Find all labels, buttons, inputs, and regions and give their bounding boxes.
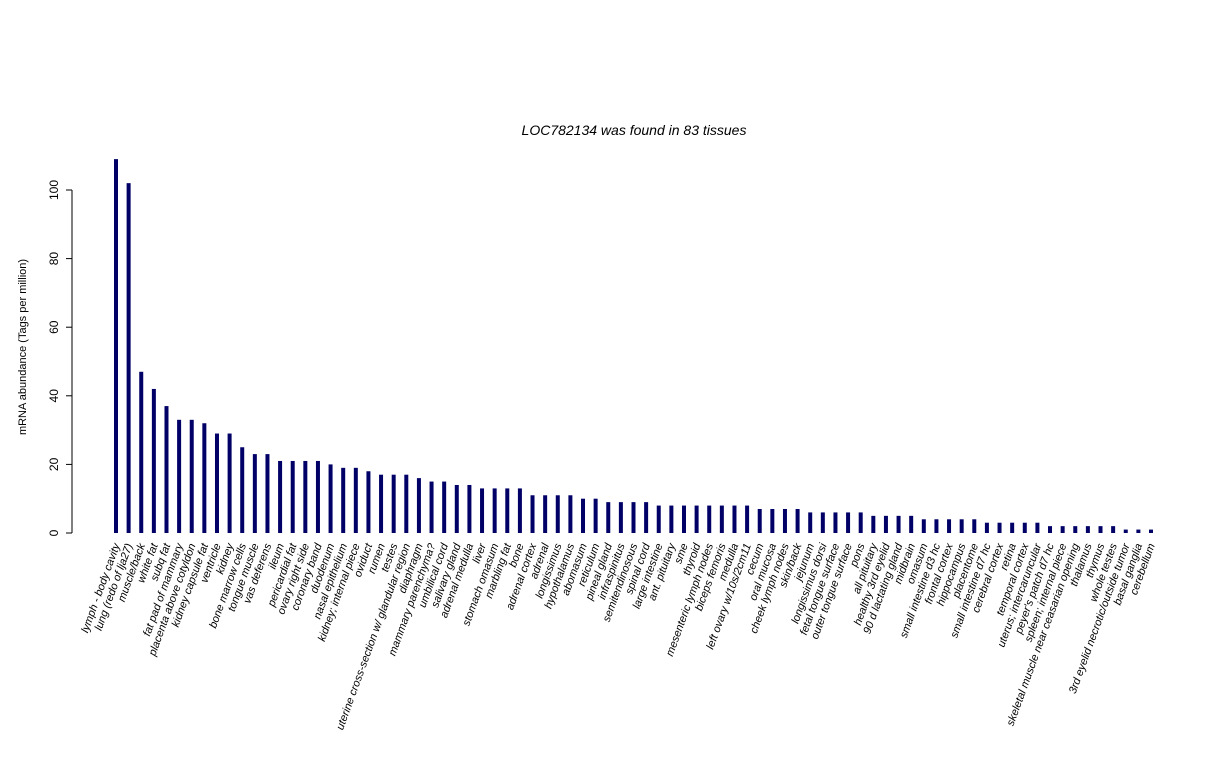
bar <box>341 467 346 533</box>
bar <box>126 183 131 533</box>
bar <box>290 460 295 533</box>
bar <box>114 159 118 533</box>
bar <box>745 505 750 533</box>
y-axis: 0 20 40 60 80 100 <box>47 180 73 536</box>
bar <box>568 495 573 533</box>
bar <box>997 522 1002 533</box>
bar <box>581 498 586 533</box>
chart-title: LOC782134 was found in 83 tissues <box>522 122 747 138</box>
bar <box>593 498 598 533</box>
bar <box>151 388 156 533</box>
bar <box>808 512 813 533</box>
bar <box>1035 522 1040 533</box>
bar <box>782 508 787 533</box>
y-tick-label: 100 <box>47 180 61 200</box>
bar <box>202 423 207 533</box>
bar <box>252 454 257 533</box>
bar <box>467 484 472 533</box>
bar <box>530 495 535 533</box>
bar <box>921 519 926 533</box>
bar <box>732 505 737 533</box>
bar <box>820 512 825 533</box>
bar <box>656 505 661 533</box>
bar <box>177 419 182 533</box>
bar <box>984 522 989 533</box>
bar <box>543 495 548 533</box>
bar <box>366 471 371 533</box>
bar <box>644 502 649 533</box>
bar <box>669 505 674 533</box>
bar <box>214 433 219 533</box>
y-tick-label: 20 <box>47 457 61 471</box>
bar <box>909 515 914 533</box>
bar <box>164 406 169 533</box>
bar <box>795 508 800 533</box>
bar <box>227 433 232 533</box>
bar <box>770 508 775 533</box>
bar <box>959 519 964 533</box>
bar <box>278 460 283 533</box>
bar <box>1111 526 1116 533</box>
bar <box>265 454 270 533</box>
bar <box>694 505 699 533</box>
bar <box>505 488 510 533</box>
bar <box>1048 526 1053 533</box>
bar <box>555 495 560 533</box>
bar <box>353 467 358 533</box>
bar <box>883 515 888 533</box>
bar <box>454 484 459 533</box>
bar <box>1060 526 1065 533</box>
bar <box>492 488 497 533</box>
bar <box>517 488 522 533</box>
bars-group <box>114 159 1153 533</box>
bar <box>846 512 851 533</box>
bar <box>480 488 485 533</box>
bar <box>1085 526 1090 533</box>
y-axis-label: mRNA abundance (Tags per million) <box>17 259 29 435</box>
bar <box>1136 529 1141 533</box>
bar <box>972 519 977 533</box>
bar <box>719 505 724 533</box>
bar <box>391 474 396 533</box>
bar <box>303 460 308 533</box>
bar <box>1022 522 1027 533</box>
bar <box>328 464 333 533</box>
bar <box>934 519 939 533</box>
bar <box>681 505 686 533</box>
bar <box>631 502 636 533</box>
bar <box>315 460 320 533</box>
bar <box>416 478 421 533</box>
bar <box>1149 529 1153 533</box>
y-tick-label: 0 <box>47 529 61 536</box>
bar <box>404 474 409 533</box>
bar <box>871 515 876 533</box>
bar <box>858 512 863 533</box>
bar <box>606 502 611 533</box>
bar <box>833 512 838 533</box>
bar <box>189 419 194 533</box>
bar <box>240 447 245 533</box>
bar <box>757 508 762 533</box>
bar <box>947 519 952 533</box>
y-tick-label: 40 <box>47 389 61 403</box>
y-tick-label: 80 <box>47 252 61 266</box>
bar <box>618 502 623 533</box>
bar <box>1123 529 1128 533</box>
y-tick-label: 60 <box>47 320 61 334</box>
bar <box>1073 526 1078 533</box>
bar <box>379 474 384 533</box>
bar <box>442 481 447 533</box>
bar <box>139 371 144 533</box>
bar <box>429 481 434 533</box>
bar <box>1010 522 1015 533</box>
bar <box>896 515 901 533</box>
bar <box>707 505 712 533</box>
bar <box>1098 526 1103 533</box>
